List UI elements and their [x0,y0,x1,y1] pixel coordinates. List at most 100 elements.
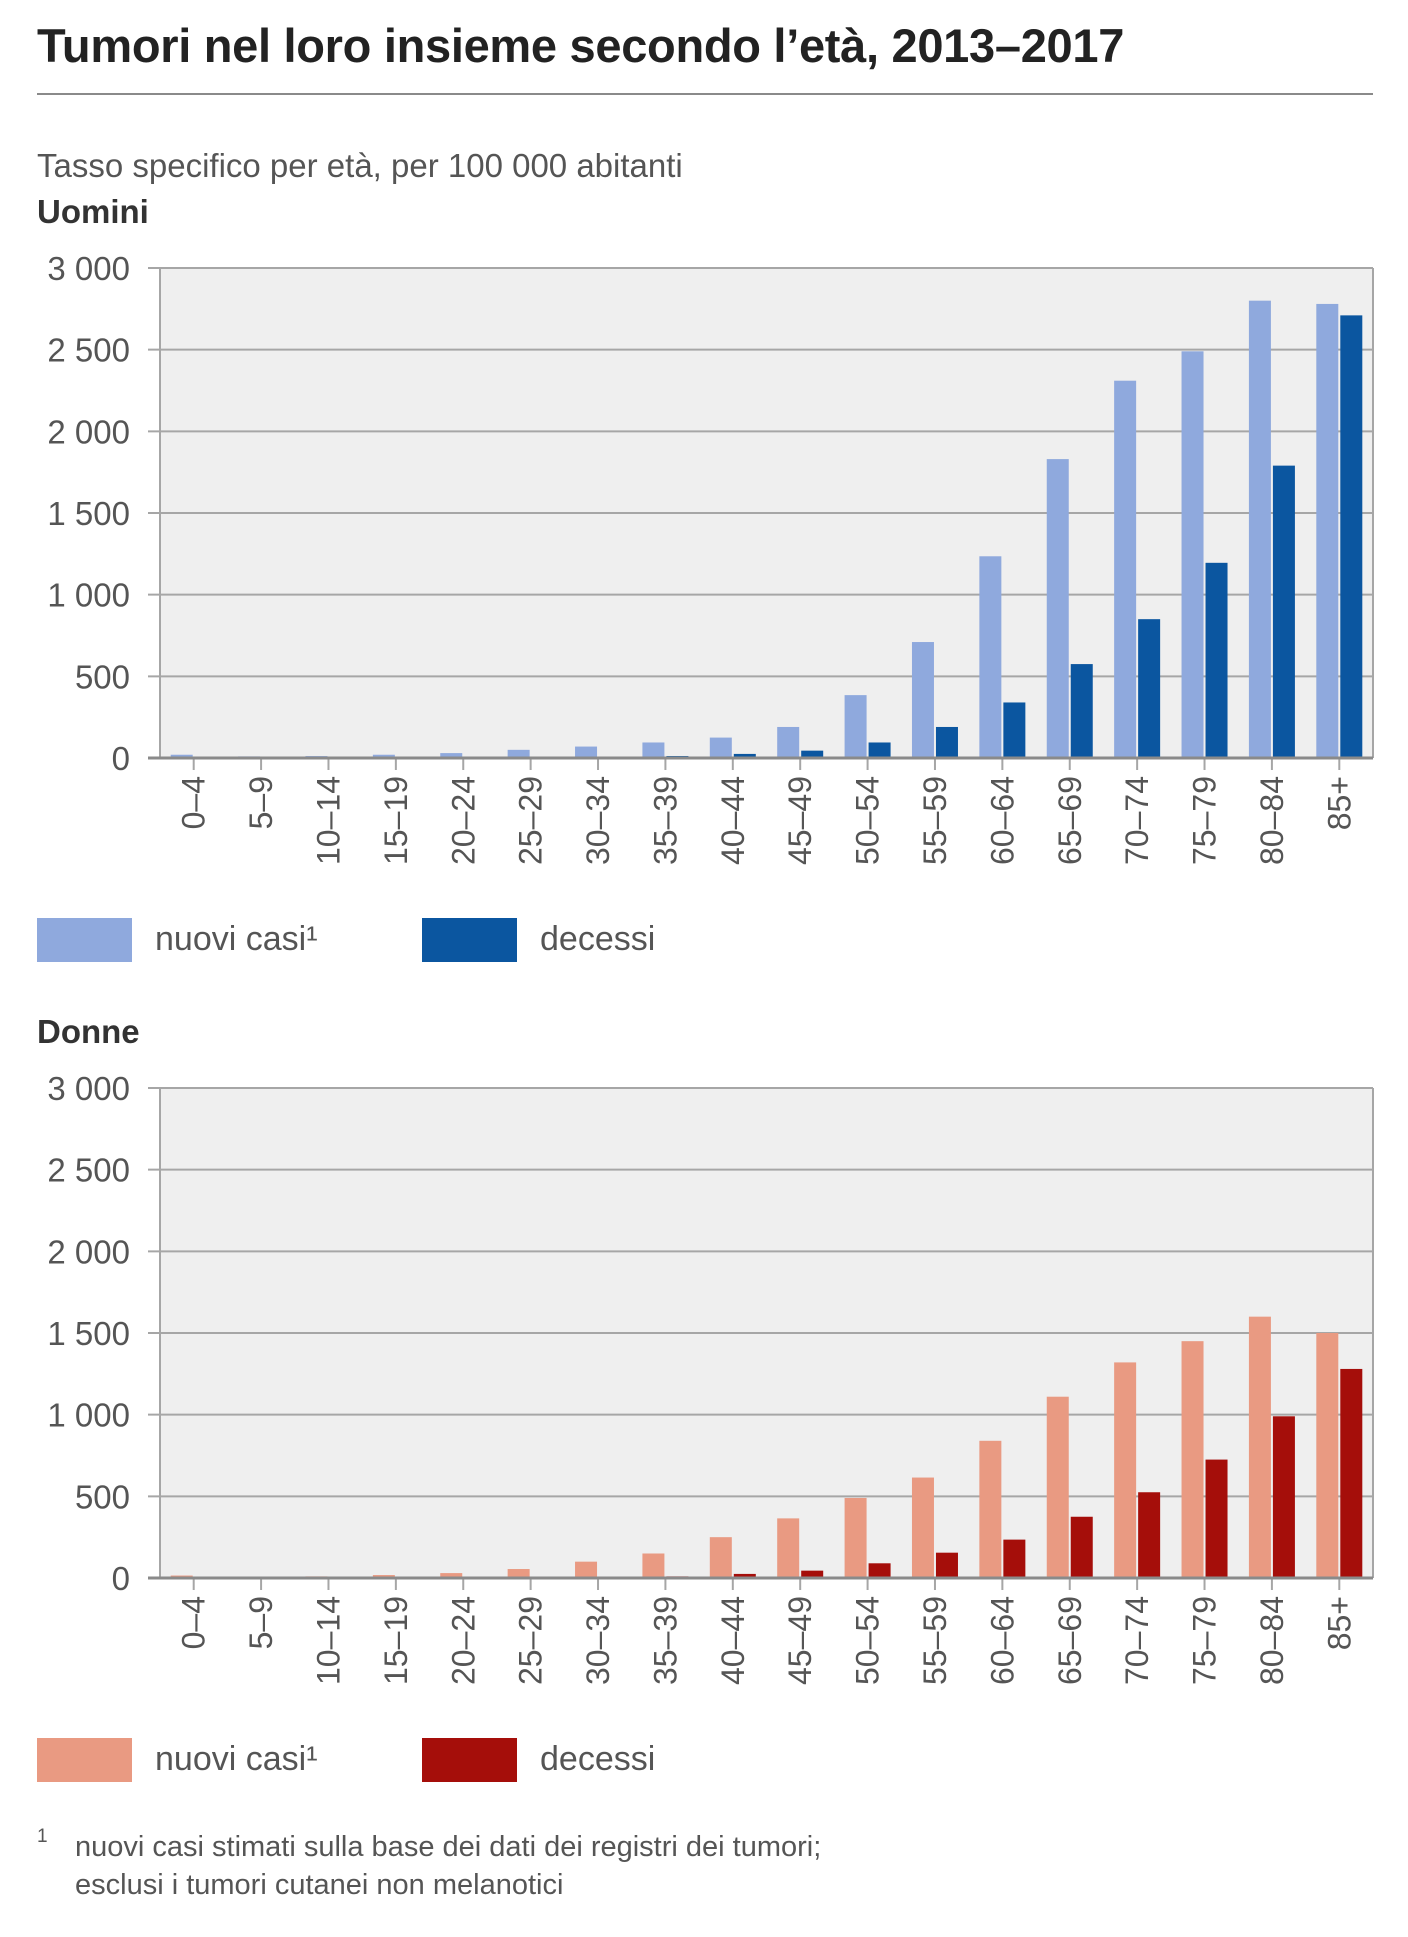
footnote-line-2: esclusi i tumori cutanei non melanotici [75,1869,564,1901]
men-x-tick-label: 70–74 [1119,776,1155,865]
men-bar-new-cases [979,556,1002,758]
women-x-tick-label: 55–59 [917,1596,953,1685]
women-bar-new-cases [709,1537,732,1578]
men-x-tick-label: 20–24 [445,776,481,865]
women-bar-new-cases [507,1569,530,1578]
women-x-tick-label: 45–49 [782,1596,818,1685]
women-bar-deaths [1138,1492,1161,1578]
women-x-tick-label: 35–39 [647,1596,683,1685]
men-bar-deaths [1138,619,1161,758]
panel-label-men: Uomini [37,193,149,230]
women-x-tick-label: 40–44 [715,1596,751,1685]
women-bar-deaths [1205,1459,1228,1578]
men-bar-new-cases [440,753,463,758]
legend-swatch-men-new-cases [37,918,132,962]
men-bar-deaths [801,750,824,758]
women-bar-new-cases [1181,1341,1204,1578]
men-bar-new-cases [170,754,193,758]
chart-women: 0 500 1 000 1 500 2 000 2 500 3 000 0–4 5–9 10–14… [0,1070,1408,1710]
women-bar-deaths [868,1563,891,1578]
women-bar-new-cases [1114,1362,1137,1578]
men-x-tick-label: 50–54 [850,776,886,865]
legend-label-women-new-cases: nuovi casi¹ [155,1740,318,1778]
chart-title: Tumori nel loro insieme secondo l’età, 2… [37,19,1125,72]
men-bar-deaths [1003,702,1026,758]
men-x-tick-label: 35–39 [647,776,683,865]
chart-men-svg: 0 500 1 000 1 500 2 000 2 500 3 000 0–4 5–9 10–14… [47,250,1374,865]
chart-women-svg: 0 500 1 000 1 500 2 000 2 500 3 000 0–4 5–9 10–14… [47,1070,1374,1685]
footnote-line-1: nuovi casi stimati sulla base dei dati d… [75,1831,822,1863]
men-x-tick-label: 45–49 [782,776,818,865]
women-bar-deaths [1340,1368,1363,1578]
women-bar-new-cases [1046,1396,1069,1578]
men-x-tick-label: 5–9 [243,776,279,829]
legend-label-men-deaths: decessi [540,920,656,958]
men-bar-new-cases [507,749,530,758]
men-y-tick-label: 1 000 [47,577,130,614]
men-bar-deaths [1070,664,1093,758]
women-x-tick-label: 75–79 [1187,1596,1223,1685]
men-x-tick-label: 25–29 [513,776,549,865]
women-y-tick-label: 3 000 [47,1070,130,1107]
men-bar-deaths [733,753,756,758]
men-bar-deaths [935,726,958,758]
men-bar-new-cases [1181,351,1204,758]
legend-swatch-women-deaths [422,1738,517,1782]
chart-subtitle: Tasso specifico per età, per 100 000 abi… [37,147,683,184]
women-bar-new-cases [844,1497,867,1578]
women-bar-new-cases [1316,1333,1339,1578]
women-bar-new-cases [642,1553,665,1578]
men-bar-new-cases [844,695,867,758]
men-y-tick-label: 0 [112,740,130,777]
women-x-tick-label: 20–24 [445,1596,481,1685]
women-y-tick-label: 2 500 [47,1152,130,1189]
men-bar-deaths [1340,315,1363,758]
men-x-tick-label: 30–34 [580,776,616,865]
women-y-tick-label: 1 000 [47,1397,130,1434]
men-y-tick-label: 2 500 [47,332,130,369]
men-bar-new-cases [642,742,665,758]
legend-men: nuovi casi¹ decessi [37,918,937,962]
women-bar-deaths [1272,1416,1295,1578]
women-x-tick-label: 10–14 [310,1596,346,1685]
women-x-tick-label: 80–84 [1254,1596,1290,1685]
women-x-tick-label: 15–19 [378,1596,414,1685]
women-x-tick-label: 25–29 [513,1596,549,1685]
men-y-tick-label: 1 500 [47,495,130,532]
men-bar-new-cases [575,746,598,758]
women-bar-deaths [801,1570,824,1578]
women-x-tick-label: 5–9 [243,1596,279,1649]
men-x-tick-label: 60–64 [984,776,1020,865]
men-x-tick-label: 65–69 [1052,776,1088,865]
men-x-tick-label: 55–59 [917,776,953,865]
women-bar-deaths [935,1552,958,1578]
women-x-tick-label: 85+ [1321,1596,1357,1650]
men-x-tick-label: 85+ [1321,776,1357,830]
women-bar-new-cases [911,1477,934,1578]
men-x-tick-label: 40–44 [715,776,751,865]
title-rule [37,93,1373,95]
women-x-tick-label: 65–69 [1052,1596,1088,1685]
men-bar-new-cases [1046,459,1069,758]
legend-label-women-deaths: decessi [540,1740,656,1778]
men-bar-deaths [868,742,891,758]
women-bar-deaths [1070,1516,1093,1578]
legend-swatch-women-new-cases [37,1738,132,1782]
men-bar-new-cases [777,726,800,758]
women-bar-deaths [1003,1539,1026,1578]
men-bar-new-cases [1248,300,1271,758]
men-x-tick-label: 75–79 [1187,776,1223,865]
women-bar-new-cases [777,1518,800,1578]
footnote-mark: 1 [37,1826,48,1847]
men-bar-new-cases [372,754,395,758]
legend-swatch-men-deaths [422,918,517,962]
women-bar-new-cases [575,1561,598,1578]
men-bar-new-cases [1114,380,1137,758]
women-y-tick-label: 500 [75,1478,130,1515]
women-x-tick-label: 30–34 [580,1596,616,1685]
women-bar-new-cases [979,1440,1002,1578]
men-y-tick-label: 500 [75,658,130,695]
men-bar-deaths [1272,465,1295,758]
men-x-tick-label: 0–4 [176,776,212,829]
women-x-tick-label: 0–4 [176,1596,212,1649]
